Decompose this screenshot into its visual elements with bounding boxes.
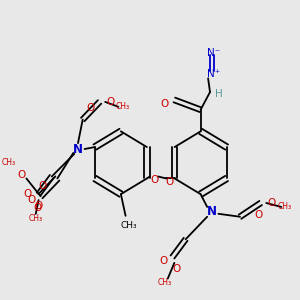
Text: N: N <box>207 205 217 218</box>
Text: O: O <box>107 97 115 107</box>
Text: O: O <box>34 203 42 213</box>
Text: O: O <box>18 169 26 179</box>
Text: N⁺: N⁺ <box>207 69 220 80</box>
Text: O: O <box>34 201 43 211</box>
Text: O: O <box>172 264 180 274</box>
Text: CH₃: CH₃ <box>2 158 16 167</box>
Text: O: O <box>161 99 169 109</box>
Text: N⁻: N⁻ <box>207 48 220 58</box>
Text: O: O <box>86 103 94 113</box>
Text: O: O <box>159 256 167 266</box>
Text: O: O <box>27 195 35 205</box>
Text: H: H <box>215 89 223 99</box>
Text: CH₃: CH₃ <box>120 221 137 230</box>
Text: O: O <box>166 177 174 188</box>
Text: O: O <box>23 189 32 199</box>
Text: CH₃: CH₃ <box>116 102 130 111</box>
Text: O: O <box>38 181 46 191</box>
Text: O: O <box>255 210 263 220</box>
Text: O: O <box>268 198 276 208</box>
Text: CH₃: CH₃ <box>29 214 43 223</box>
Text: CH₃: CH₃ <box>278 202 292 211</box>
Text: N: N <box>73 142 83 155</box>
Text: O: O <box>150 176 158 185</box>
Text: CH₃: CH₃ <box>158 278 172 287</box>
